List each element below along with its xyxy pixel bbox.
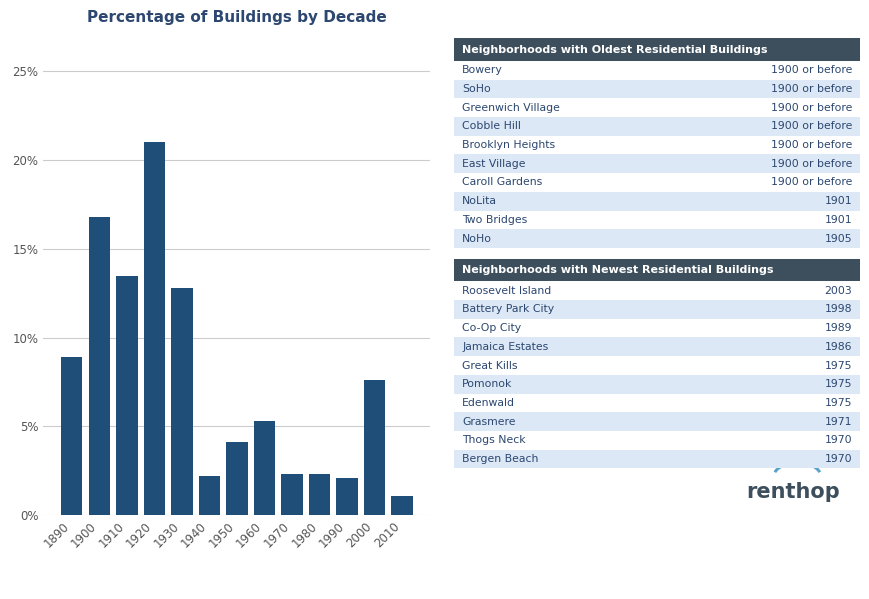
- FancyBboxPatch shape: [454, 431, 860, 450]
- FancyBboxPatch shape: [454, 319, 860, 337]
- Text: East Village: East Village: [462, 159, 526, 169]
- Text: Edenwald: Edenwald: [462, 398, 515, 408]
- FancyBboxPatch shape: [454, 98, 860, 117]
- Bar: [116, 276, 137, 515]
- FancyBboxPatch shape: [454, 38, 860, 61]
- Text: Bergen Beach: Bergen Beach: [462, 454, 539, 464]
- Text: NoLita: NoLita: [462, 196, 497, 206]
- FancyBboxPatch shape: [454, 412, 860, 431]
- Text: 1998: 1998: [825, 304, 852, 314]
- FancyBboxPatch shape: [454, 155, 860, 173]
- Text: 1986: 1986: [825, 342, 852, 352]
- Text: Great Kills: Great Kills: [462, 361, 518, 371]
- Text: 1975: 1975: [825, 361, 852, 371]
- Bar: [308, 474, 330, 515]
- Text: Cobble Hill: Cobble Hill: [462, 122, 521, 131]
- FancyBboxPatch shape: [454, 259, 860, 282]
- Text: Battery Park City: Battery Park City: [462, 304, 554, 314]
- Text: Bowery: Bowery: [462, 65, 503, 75]
- Text: NoHo: NoHo: [462, 234, 492, 244]
- Text: 1905: 1905: [825, 234, 852, 244]
- FancyBboxPatch shape: [454, 192, 860, 210]
- Bar: [61, 357, 83, 515]
- Bar: [226, 443, 248, 515]
- Text: 1901: 1901: [825, 215, 852, 225]
- FancyBboxPatch shape: [454, 136, 860, 155]
- Text: Pomonok: Pomonok: [462, 379, 513, 389]
- FancyBboxPatch shape: [454, 450, 860, 468]
- Text: 1900 or before: 1900 or before: [771, 102, 852, 113]
- FancyBboxPatch shape: [454, 210, 860, 229]
- Text: renthop: renthop: [746, 482, 840, 502]
- Text: 1975: 1975: [825, 398, 852, 408]
- Bar: [254, 421, 275, 515]
- FancyBboxPatch shape: [454, 61, 860, 80]
- Text: 1901: 1901: [825, 196, 852, 206]
- Text: Neighborhoods with Newest Residential Buildings: Neighborhoods with Newest Residential Bu…: [462, 265, 773, 275]
- Bar: [199, 476, 220, 515]
- Text: 1900 or before: 1900 or before: [771, 65, 852, 75]
- Text: Roosevelt Island: Roosevelt Island: [462, 286, 552, 296]
- Bar: [282, 474, 302, 515]
- FancyBboxPatch shape: [454, 356, 860, 375]
- Bar: [364, 380, 385, 515]
- Text: 1971: 1971: [825, 417, 852, 426]
- Text: 1989: 1989: [825, 323, 852, 333]
- FancyBboxPatch shape: [454, 337, 860, 356]
- Text: Two Bridges: Two Bridges: [462, 215, 527, 225]
- FancyBboxPatch shape: [454, 300, 860, 319]
- Text: Brooklyn Heights: Brooklyn Heights: [462, 140, 555, 150]
- Bar: [171, 288, 193, 515]
- Text: Caroll Gardens: Caroll Gardens: [462, 177, 542, 187]
- Text: 1975: 1975: [825, 379, 852, 389]
- Text: Grasmere: Grasmere: [462, 417, 515, 426]
- FancyBboxPatch shape: [454, 173, 860, 192]
- Bar: [89, 217, 110, 515]
- FancyBboxPatch shape: [454, 229, 860, 248]
- FancyBboxPatch shape: [454, 80, 860, 98]
- Text: Thogs Neck: Thogs Neck: [462, 435, 526, 445]
- Text: 1900 or before: 1900 or before: [771, 159, 852, 169]
- Text: Jamaica Estates: Jamaica Estates: [462, 342, 548, 352]
- Text: 1900 or before: 1900 or before: [771, 84, 852, 94]
- Title: Percentage of Buildings by Decade: Percentage of Buildings by Decade: [87, 10, 387, 25]
- Text: 1900 or before: 1900 or before: [771, 140, 852, 150]
- Bar: [336, 478, 358, 515]
- Text: 1970: 1970: [825, 454, 852, 464]
- Bar: [391, 495, 413, 515]
- Text: 1970: 1970: [825, 435, 852, 445]
- Text: 1900 or before: 1900 or before: [771, 122, 852, 131]
- Text: SoHo: SoHo: [462, 84, 491, 94]
- FancyBboxPatch shape: [454, 375, 860, 394]
- Text: 2003: 2003: [825, 286, 852, 296]
- FancyBboxPatch shape: [454, 394, 860, 412]
- Text: Co-Op City: Co-Op City: [462, 323, 521, 333]
- FancyBboxPatch shape: [454, 117, 860, 136]
- FancyBboxPatch shape: [454, 282, 860, 300]
- Text: Greenwich Village: Greenwich Village: [462, 102, 561, 113]
- Text: 1900 or before: 1900 or before: [771, 177, 852, 187]
- Text: Neighborhoods with Oldest Residential Buildings: Neighborhoods with Oldest Residential Bu…: [462, 45, 767, 55]
- Bar: [143, 143, 165, 515]
